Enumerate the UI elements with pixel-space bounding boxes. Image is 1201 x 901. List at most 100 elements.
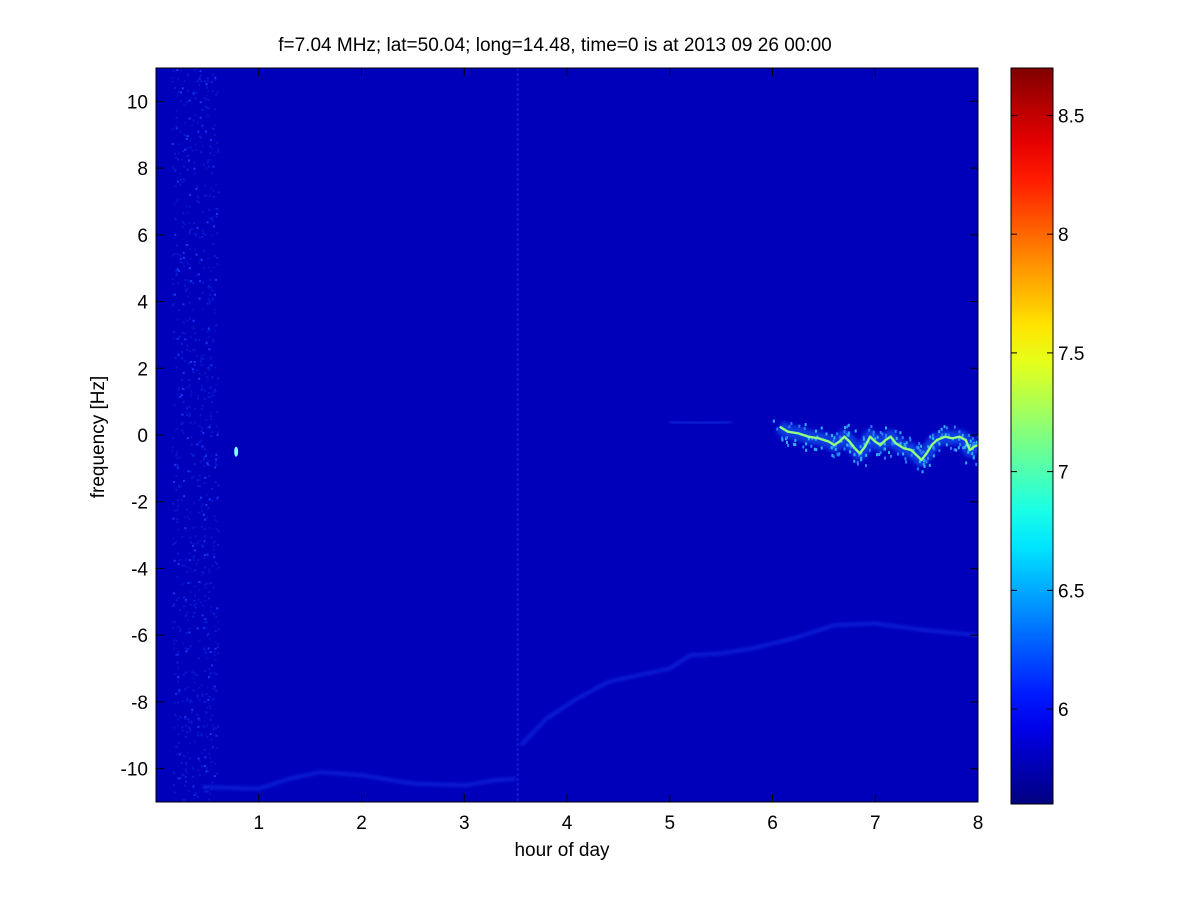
noise-speck	[206, 516, 209, 519]
noise-speck	[176, 457, 179, 460]
noise-speck	[189, 730, 192, 732]
noise-speck	[182, 774, 185, 777]
noise-speck	[198, 774, 201, 777]
noise-speck	[214, 464, 217, 467]
noise-speck	[183, 179, 186, 182]
trace-speck	[973, 442, 976, 446]
noise-speck	[210, 234, 213, 237]
noise-speck	[174, 70, 177, 73]
noise-speck	[211, 297, 214, 300]
noise-speck	[196, 734, 199, 737]
noise-speck	[172, 772, 175, 775]
noise-speck	[211, 435, 213, 438]
noise-speck	[176, 273, 179, 276]
noise-speck	[200, 460, 202, 463]
noise-speck	[212, 548, 215, 551]
noise-speck	[180, 777, 183, 779]
noise-speck	[181, 394, 183, 397]
noise-speck	[188, 248, 191, 251]
noise-speck	[190, 443, 193, 446]
noise-speck	[215, 528, 218, 530]
trace-speck	[804, 423, 807, 427]
noise-speck	[214, 108, 217, 111]
trace-speck	[847, 431, 850, 435]
noise-speck	[186, 90, 189, 93]
noise-speck	[190, 541, 193, 544]
noise-speck	[190, 394, 193, 397]
noise-speck	[192, 556, 194, 559]
noise-speck	[196, 731, 199, 734]
noise-speck	[186, 295, 189, 298]
noise-speck	[206, 302, 209, 305]
noise-speck	[184, 600, 187, 603]
noise-speck	[188, 415, 191, 418]
noise-speck	[177, 389, 180, 392]
trace-speck	[885, 433, 888, 437]
noise-speck	[174, 713, 177, 716]
noise-speck	[177, 675, 180, 678]
trace-speck	[975, 440, 978, 444]
noise-speck	[195, 148, 197, 151]
noise-speck	[205, 194, 208, 197]
noise-speck	[212, 266, 215, 269]
trace-speck	[810, 444, 813, 448]
noise-speck	[186, 319, 189, 322]
noise-speck	[203, 621, 206, 624]
noise-speck	[173, 638, 176, 641]
noise-speck	[193, 167, 196, 170]
noise-speck	[198, 478, 201, 481]
noise-speck	[207, 378, 210, 381]
noise-speck	[190, 720, 193, 723]
noise-speck	[181, 564, 184, 567]
y-tick-label: -6	[131, 626, 148, 647]
noise-speck	[209, 139, 212, 142]
noise-speck	[198, 440, 201, 443]
noise-speck	[196, 195, 199, 198]
noise-speck	[216, 213, 218, 215]
noise-speck	[190, 436, 193, 439]
noise-speck	[207, 165, 210, 168]
trace-speck	[832, 444, 835, 448]
noise-speck	[203, 397, 206, 400]
trace-speck	[853, 459, 856, 463]
noise-speck	[183, 359, 186, 362]
trace-speck	[947, 433, 950, 437]
noise-speck	[191, 149, 194, 152]
noise-speck	[215, 94, 218, 97]
noise-speck	[181, 700, 184, 703]
noise-speck	[194, 97, 197, 100]
noise-speck	[177, 650, 180, 653]
noise-speck	[178, 335, 181, 338]
noise-speck	[182, 251, 185, 254]
noise-speck	[202, 354, 205, 357]
noise-speck	[214, 641, 217, 644]
trace-speck	[945, 443, 948, 447]
noise-speck	[176, 701, 179, 704]
trace-speck	[941, 433, 944, 437]
trace-speck	[879, 451, 882, 455]
trace-speck	[916, 445, 919, 449]
noise-speck	[216, 772, 219, 775]
noise-speck	[193, 502, 195, 505]
y-tick-label: 0	[137, 426, 148, 447]
noise-speck	[197, 725, 200, 728]
noise-speck	[196, 186, 199, 189]
trace-speck	[950, 446, 952, 450]
noise-speck	[176, 509, 179, 512]
noise-speck	[176, 464, 179, 466]
noise-speck	[209, 286, 212, 289]
trace-speck	[899, 431, 902, 435]
noise-speck	[189, 536, 192, 539]
noise-speck	[182, 642, 185, 645]
noise-speck	[175, 653, 177, 656]
strong-trace-highlight	[779, 426, 978, 461]
noise-speck	[202, 432, 205, 434]
trace-speck	[976, 435, 978, 439]
noise-speck	[206, 790, 209, 793]
noise-speck	[204, 600, 207, 602]
trace-speck	[884, 435, 887, 439]
noise-speck	[181, 388, 184, 390]
noise-speck	[198, 261, 201, 264]
noise-speck	[179, 393, 182, 395]
noise-speck	[198, 498, 201, 501]
